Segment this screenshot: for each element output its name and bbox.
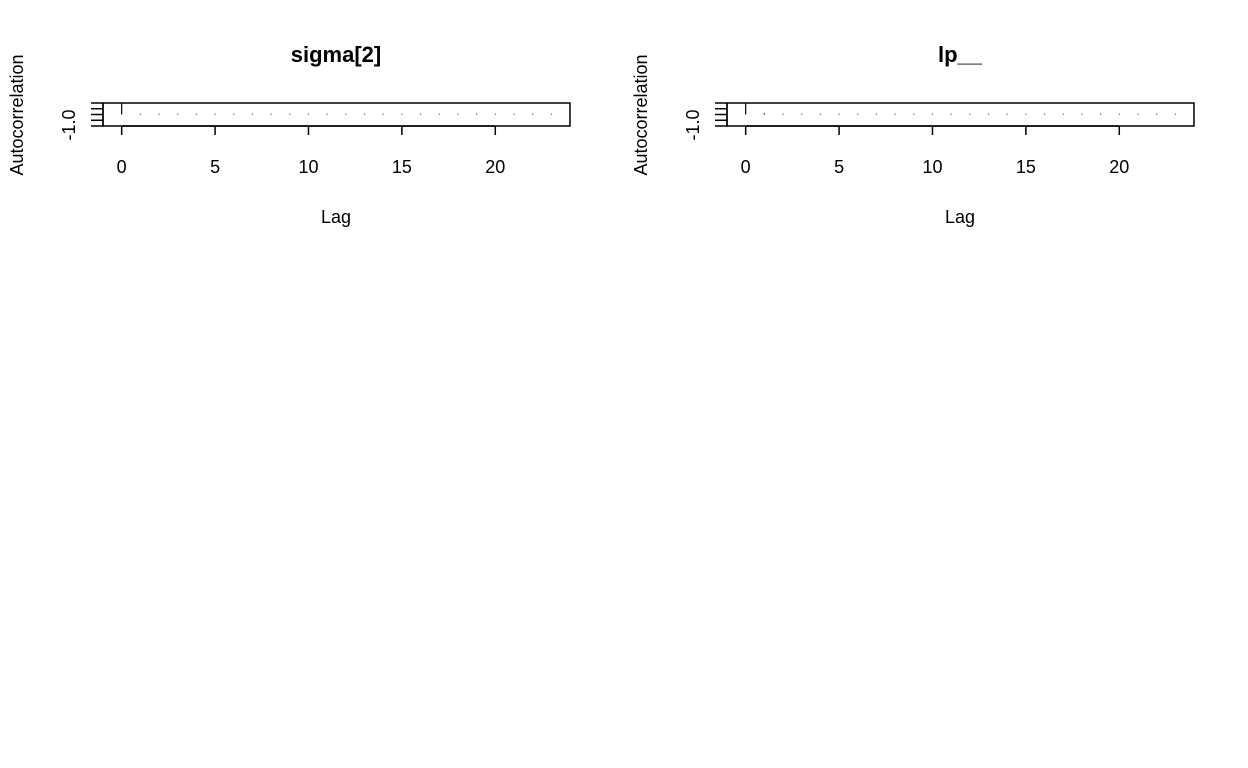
- acf-bar: [1006, 113, 1008, 115]
- acf-bar: [931, 113, 934, 115]
- acf-bar: [801, 113, 803, 115]
- x-tick-label: 20: [1109, 157, 1129, 177]
- y-tick-label: -1.0: [59, 109, 79, 140]
- y-axis-title: Autocorrelation: [7, 54, 27, 175]
- x-axis-title: Lag: [321, 207, 351, 227]
- acf-bar: [289, 113, 291, 115]
- acf-bar: [745, 103, 747, 115]
- acf-bar: [214, 113, 216, 115]
- acf-bar: [763, 113, 765, 115]
- plot-frame: [726, 102, 1195, 127]
- y-axis-title: Autocorrelation: [631, 54, 651, 175]
- panel-title: lp__: [938, 42, 983, 67]
- acf-bar: [401, 113, 403, 115]
- x-tick-label: 10: [298, 157, 318, 177]
- acf-panel-lp: lp__ 0 5 10 15 20 Lag Autocorrelation -1.0: [631, 42, 1195, 227]
- y-axis: [715, 102, 728, 127]
- acf-bar: [857, 113, 859, 115]
- acf-bar: [1043, 113, 1046, 115]
- acf-bar: [513, 113, 515, 115]
- x-axis: 0 5 10 15 20: [117, 125, 505, 177]
- acf-bar: [1137, 113, 1139, 115]
- acf-bar: [251, 113, 254, 115]
- acf-bar: [838, 113, 840, 115]
- acf-bar: [1081, 113, 1083, 115]
- acf-bar: [894, 113, 896, 115]
- acf-panel-sigma-2: sigma[2] 0 5 10 15 20 Lag Autocorrelation -1…: [7, 42, 571, 227]
- acf-bar: [307, 113, 310, 115]
- acf-bar: [177, 113, 179, 115]
- acf-bar: [1025, 113, 1027, 115]
- y-tick-label: -1.0: [683, 109, 703, 140]
- x-tick-label: 5: [210, 157, 220, 177]
- x-tick-label: 15: [392, 157, 412, 177]
- acf-bar: [326, 113, 328, 115]
- acf-bar: [1156, 113, 1158, 115]
- acf-bar: [195, 113, 197, 115]
- acf-bar: [270, 113, 272, 115]
- acf-bar: [363, 113, 366, 115]
- acf-bar: [139, 113, 141, 115]
- acf-bar: [1100, 113, 1102, 115]
- x-tick-label: 20: [485, 157, 505, 177]
- acf-bars: [121, 103, 552, 115]
- acf-bar: [345, 113, 347, 115]
- acf-bar: [532, 113, 534, 115]
- x-tick-label: 0: [741, 157, 751, 177]
- acf-bar: [950, 113, 952, 115]
- acf-bar: [1062, 113, 1064, 115]
- acf-bar: [158, 113, 160, 115]
- acf-bar: [1118, 113, 1120, 115]
- panel-title: sigma[2]: [291, 42, 381, 67]
- x-axis-title: Lag: [945, 207, 975, 227]
- x-axis: 0 5 10 15 20: [741, 125, 1129, 177]
- x-tick-label: 10: [922, 157, 942, 177]
- acf-bar: [494, 113, 496, 115]
- acf-bar: [233, 113, 235, 115]
- x-tick-label: 0: [117, 157, 127, 177]
- acf-bar: [969, 113, 971, 115]
- acf-bar: [382, 113, 384, 115]
- x-tick-label: 15: [1016, 157, 1036, 177]
- acf-bar: [476, 113, 478, 115]
- acf-bars: [745, 103, 1176, 115]
- acf-bar: [875, 113, 878, 115]
- acf-bar: [457, 113, 459, 115]
- acf-bar: [782, 113, 784, 115]
- x-tick-label: 5: [834, 157, 844, 177]
- acf-bar: [121, 103, 123, 115]
- acf-bar: [1174, 113, 1176, 115]
- acf-bar: [438, 113, 440, 115]
- acf-bar: [550, 113, 552, 115]
- y-axis: [91, 102, 104, 127]
- plot-frame: [102, 102, 571, 127]
- acf-bar: [419, 113, 422, 115]
- acf-bar: [913, 113, 915, 115]
- acf-bar: [819, 113, 821, 115]
- acf-bar: [987, 113, 990, 115]
